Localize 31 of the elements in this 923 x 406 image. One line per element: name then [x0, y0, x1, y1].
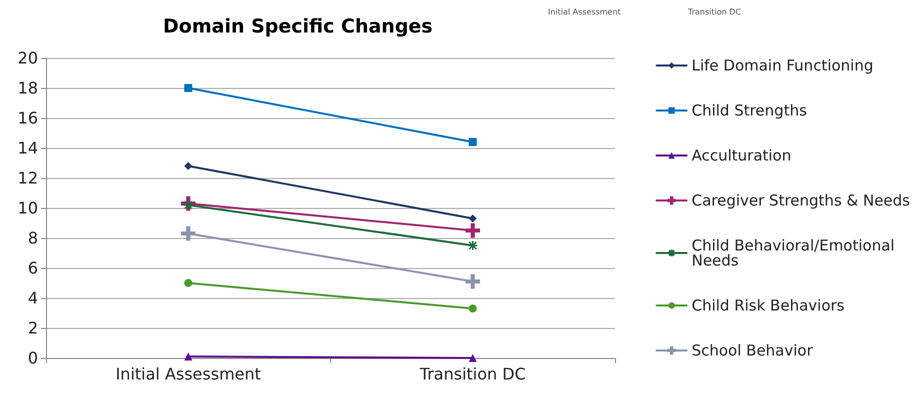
y-tick-label: 14	[18, 138, 38, 158]
point	[184, 279, 192, 287]
y-tick-label: 16	[18, 108, 38, 128]
legend-label: Life Domain Functioning	[692, 56, 874, 74]
y-tick-label: 10	[18, 198, 38, 218]
point	[184, 84, 192, 92]
y-tick-label: 2	[28, 318, 38, 338]
legend-label: Child Risk Behaviors	[692, 296, 845, 314]
y-tick-label: 8	[28, 228, 38, 248]
y-tick-label: 12	[18, 168, 38, 188]
point	[466, 274, 480, 289]
chart-title: Domain Specific Changes	[163, 16, 433, 38]
point	[468, 214, 477, 222]
y-tick-label: 0	[28, 348, 38, 368]
text: Transition DC	[687, 8, 742, 16]
y-tick-label: 18	[18, 78, 38, 98]
point	[181, 226, 196, 241]
y-tick-label: 4	[28, 288, 38, 308]
y-tick-label: 6	[28, 258, 38, 278]
point	[468, 138, 477, 146]
y-tick-label: 20	[18, 48, 38, 68]
text: Initial Assessment	[548, 8, 621, 16]
legend-label: Child Behavioral/Emotional Needs	[692, 236, 900, 270]
point	[184, 162, 192, 170]
legend-label: School Behavior	[692, 342, 814, 360]
point	[468, 240, 478, 251]
legend-label: Acculturation	[692, 146, 792, 164]
point	[466, 223, 480, 238]
point	[468, 304, 477, 312]
legend-label: Child Strengths	[692, 102, 808, 120]
legend-label: Caregiver Strengths & Needs	[692, 192, 910, 210]
